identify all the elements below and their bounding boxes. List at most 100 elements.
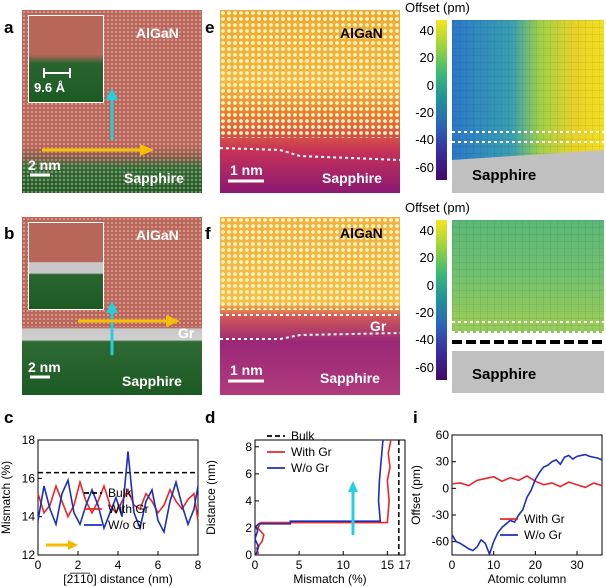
y-axis-label: Mismatch (%) — [0, 461, 13, 534]
series-line-w-o-gr — [254, 439, 384, 556]
sapphire-label-a: Sapphire — [124, 170, 184, 186]
x-tick-label: 30 — [570, 558, 584, 572]
x-tick-label: 8 — [195, 558, 202, 572]
scale-label-a: 2 nm — [28, 157, 61, 173]
chart-i: 0 10 20 30 60 30 0 -30 -60 Atomic column Offset (p… — [410, 428, 603, 586]
x-tick-label: 10 — [337, 558, 351, 572]
y-tick-label: 0 — [245, 548, 252, 562]
x-axis-label: [2̅1̅1̅0] distance (nm) — [63, 572, 172, 586]
gr-label-f: Gr — [370, 318, 387, 334]
direction-arrow-head — [68, 540, 78, 550]
legend-entry: Bulk — [108, 486, 132, 500]
cbar-tick: 20 — [419, 50, 434, 65]
inset-image-b — [28, 222, 104, 310]
colorbar-g — [436, 20, 447, 180]
y-tick-label: 0 — [442, 481, 449, 495]
chart-c: 0 2 4 6 8 12 14 16 18 [2̅1̅1̅0] distance (nm) Mism… — [0, 433, 202, 586]
y-tick-label: -60 — [432, 535, 450, 549]
x-tick-label: 4 — [115, 558, 122, 572]
x-tick-label: 0 — [35, 558, 42, 572]
panel-g-map: Sapphire — [452, 20, 604, 193]
sapphire-label-h: Sapphire — [472, 366, 537, 383]
series-line-w-o-gr — [451, 453, 603, 557]
chart-d: 0 5 10 15 17 0 2 4 6 8 Mismatch (%) Distance (nm) Bu… — [205, 429, 410, 586]
inset-scale-label-a: 9.6 Å — [34, 80, 66, 95]
cbar-tick: -40 — [415, 332, 434, 347]
cbar-tick: -40 — [415, 132, 434, 147]
algan-label-f: AlGaN — [340, 225, 383, 241]
legend-entry: W/o Gr — [524, 528, 562, 542]
x-axis-label: Atomic column — [488, 572, 567, 586]
colorbar-ticks-h: 40 20 0 -20 -40 -60 — [408, 220, 434, 380]
x-tick-label: 20 — [529, 558, 543, 572]
y-tick-label: 18 — [22, 433, 36, 447]
y-tick-label: 4 — [245, 494, 252, 508]
cbar-tick: -20 — [415, 105, 434, 120]
legend-entry: With Gr — [291, 445, 332, 459]
cbar-tick: 40 — [419, 23, 434, 38]
y-tick-label: 6 — [245, 467, 252, 481]
x-tick-label: 15 — [381, 558, 395, 572]
scale-label-f: 1 nm — [230, 362, 263, 378]
panel-label-i: i — [413, 408, 418, 427]
colorbar-title-h: Offset (pm) — [405, 200, 470, 215]
x-tick-label: 5 — [296, 558, 303, 572]
colorbar-ticks-g: 40 20 0 -20 -40 -60 — [408, 20, 434, 180]
y-tick-label: 14 — [22, 510, 36, 524]
panel-a-image: 9.6 Å AlGaN Sapphire 2 nm — [22, 10, 202, 193]
x-tick-label: 0 — [449, 558, 456, 572]
x-tick-label: 0 — [252, 558, 259, 572]
panel-g-overlay — [452, 131, 604, 193]
cbar-tick: -20 — [415, 305, 434, 320]
cbar-tick: -60 — [415, 160, 434, 175]
inset-image-a — [28, 15, 104, 103]
y-axis-label: Distance (nm) — [205, 460, 218, 535]
sapphire-label-f: Sapphire — [320, 370, 380, 386]
x-tick-label: 6 — [155, 558, 162, 572]
y-tick-label: 60 — [436, 428, 450, 442]
legend-entry: W/o Gr — [291, 461, 329, 475]
panel-label-c: c — [4, 408, 14, 427]
y-tick-label: -30 — [432, 508, 450, 522]
series-line-with-gr — [255, 439, 392, 556]
colorbar-h — [436, 220, 447, 380]
sapphire-label-g: Sapphire — [472, 167, 537, 184]
panel-label-a: a — [4, 18, 14, 37]
plot-frame — [254, 439, 406, 556]
gr-label-b: Gr — [178, 325, 195, 341]
panel-b-overlay — [30, 301, 180, 379]
panel-f-overlay — [220, 314, 400, 383]
series-line-with-gr — [451, 474, 603, 489]
y-tick-label: 12 — [22, 548, 36, 562]
panel-a-overlay — [30, 68, 154, 177]
panel-h-overlay — [452, 321, 604, 393]
panel-label-d: d — [205, 408, 216, 427]
algan-label-e: AlGaN — [340, 25, 383, 41]
y-tick-label: 8 — [245, 440, 252, 454]
panel-h-map: Sapphire — [452, 220, 604, 393]
x-tick-label: 17 — [398, 558, 410, 572]
algan-label-a: AlGaN — [136, 25, 179, 41]
panel-label-f: f — [205, 224, 211, 243]
cbar-tick: 0 — [426, 78, 434, 93]
legend-entry: With Gr — [524, 512, 565, 526]
cbar-tick: 0 — [426, 278, 434, 293]
colorbar-title-g: Offset (pm) — [405, 0, 470, 15]
legend-entry: With Gr — [108, 502, 149, 516]
algan-label-b: AlGaN — [136, 227, 179, 243]
series-line-w-o-gr — [37, 451, 199, 535]
scale-label-b: 2 nm — [28, 359, 61, 375]
panel-e-overlay — [220, 147, 400, 183]
scale-label-e: 1 nm — [230, 162, 263, 178]
panel-f-image: AlGaN Gr Sapphire 1 nm — [220, 217, 400, 395]
x-axis-label: Mismatch (%) — [293, 572, 366, 586]
legend-entry: W/o Gr — [108, 518, 146, 532]
panel-label-e: e — [205, 18, 215, 37]
x-tick-label: 10 — [487, 558, 501, 572]
legend-entry: Bulk — [291, 429, 315, 443]
panel-b-image: AlGaN Gr Sapphire 2 nm — [22, 217, 202, 395]
y-tick-label: 2 — [245, 521, 252, 535]
y-tick-label: 30 — [436, 455, 450, 469]
panel-e-image: AlGaN Sapphire 1 nm — [220, 10, 400, 193]
sapphire-label-e: Sapphire — [322, 170, 382, 186]
